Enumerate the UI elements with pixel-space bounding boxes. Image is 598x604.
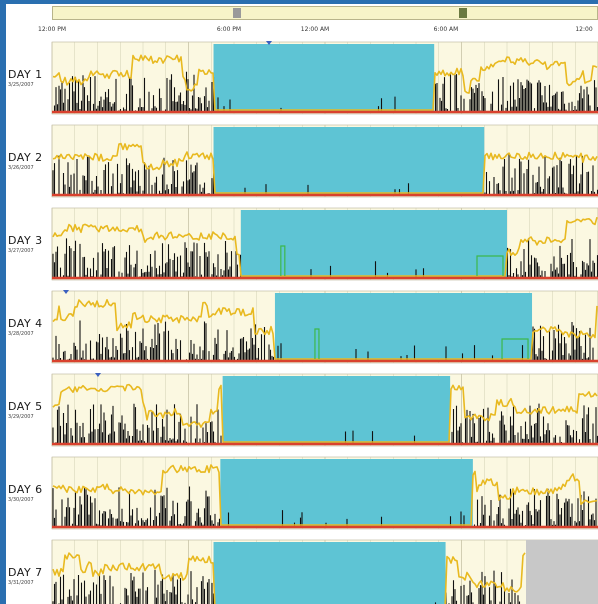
rest-interval [213,542,446,604]
activity-series [52,154,598,194]
day-label: DAY 4 [8,317,43,330]
rest-interval [213,127,485,195]
actogram-chart [51,41,598,604]
activity-series [53,71,598,111]
activity-series [52,569,521,604]
day-date: 3/30/2007 [8,497,34,503]
activity-series [52,320,594,360]
timeline-handle-right[interactable] [459,8,467,18]
day-date: 3/25/2007 [8,82,34,88]
rest-interval [213,44,435,112]
time-tick-label: 6:00 PM [216,26,242,33]
activity-series [52,403,598,443]
rest-interval [274,293,533,361]
light-series [52,299,598,360]
activity-series [52,238,598,277]
day-date: 3/31/2007 [8,580,34,586]
timeline-handle-left[interactable] [233,8,241,18]
day-date: 3/26/2007 [8,165,34,171]
actogram-frame: 12:00 PM 6:00 PM 12:00 AM 6:00 AM 12:00 … [6,4,598,604]
event-marker [266,41,272,45]
day-label: DAY 5 [8,400,43,413]
time-tick-label: 6:00 AM [433,26,459,33]
light-series [52,383,598,443]
time-tick-label: 12:00 AM [300,26,330,33]
event-marker [95,373,101,377]
day-label: DAY 1 [8,68,43,81]
day-date: 3/29/2007 [8,414,34,420]
no-data-region [526,540,598,604]
time-tick-label: 12:00 [575,26,593,33]
light-series [52,552,526,604]
light-series [52,216,598,277]
rest-interval [220,459,473,527]
rest-interval [222,376,451,444]
light-series [52,54,598,111]
green-marker [280,245,504,276]
light-series [52,464,598,526]
timeline-scrollbar[interactable] [52,6,598,20]
day-label: DAY 3 [8,234,43,247]
time-tick-label: 12:00 PM [38,26,66,33]
day-label: DAY 6 [8,483,43,496]
day-label: DAY 7 [8,566,43,579]
day-label: DAY 2 [8,151,43,164]
light-series [52,142,598,194]
day-date: 3/28/2007 [8,331,34,337]
green-marker [314,328,529,359]
day-date: 3/27/2007 [8,248,34,254]
event-marker [63,290,69,294]
